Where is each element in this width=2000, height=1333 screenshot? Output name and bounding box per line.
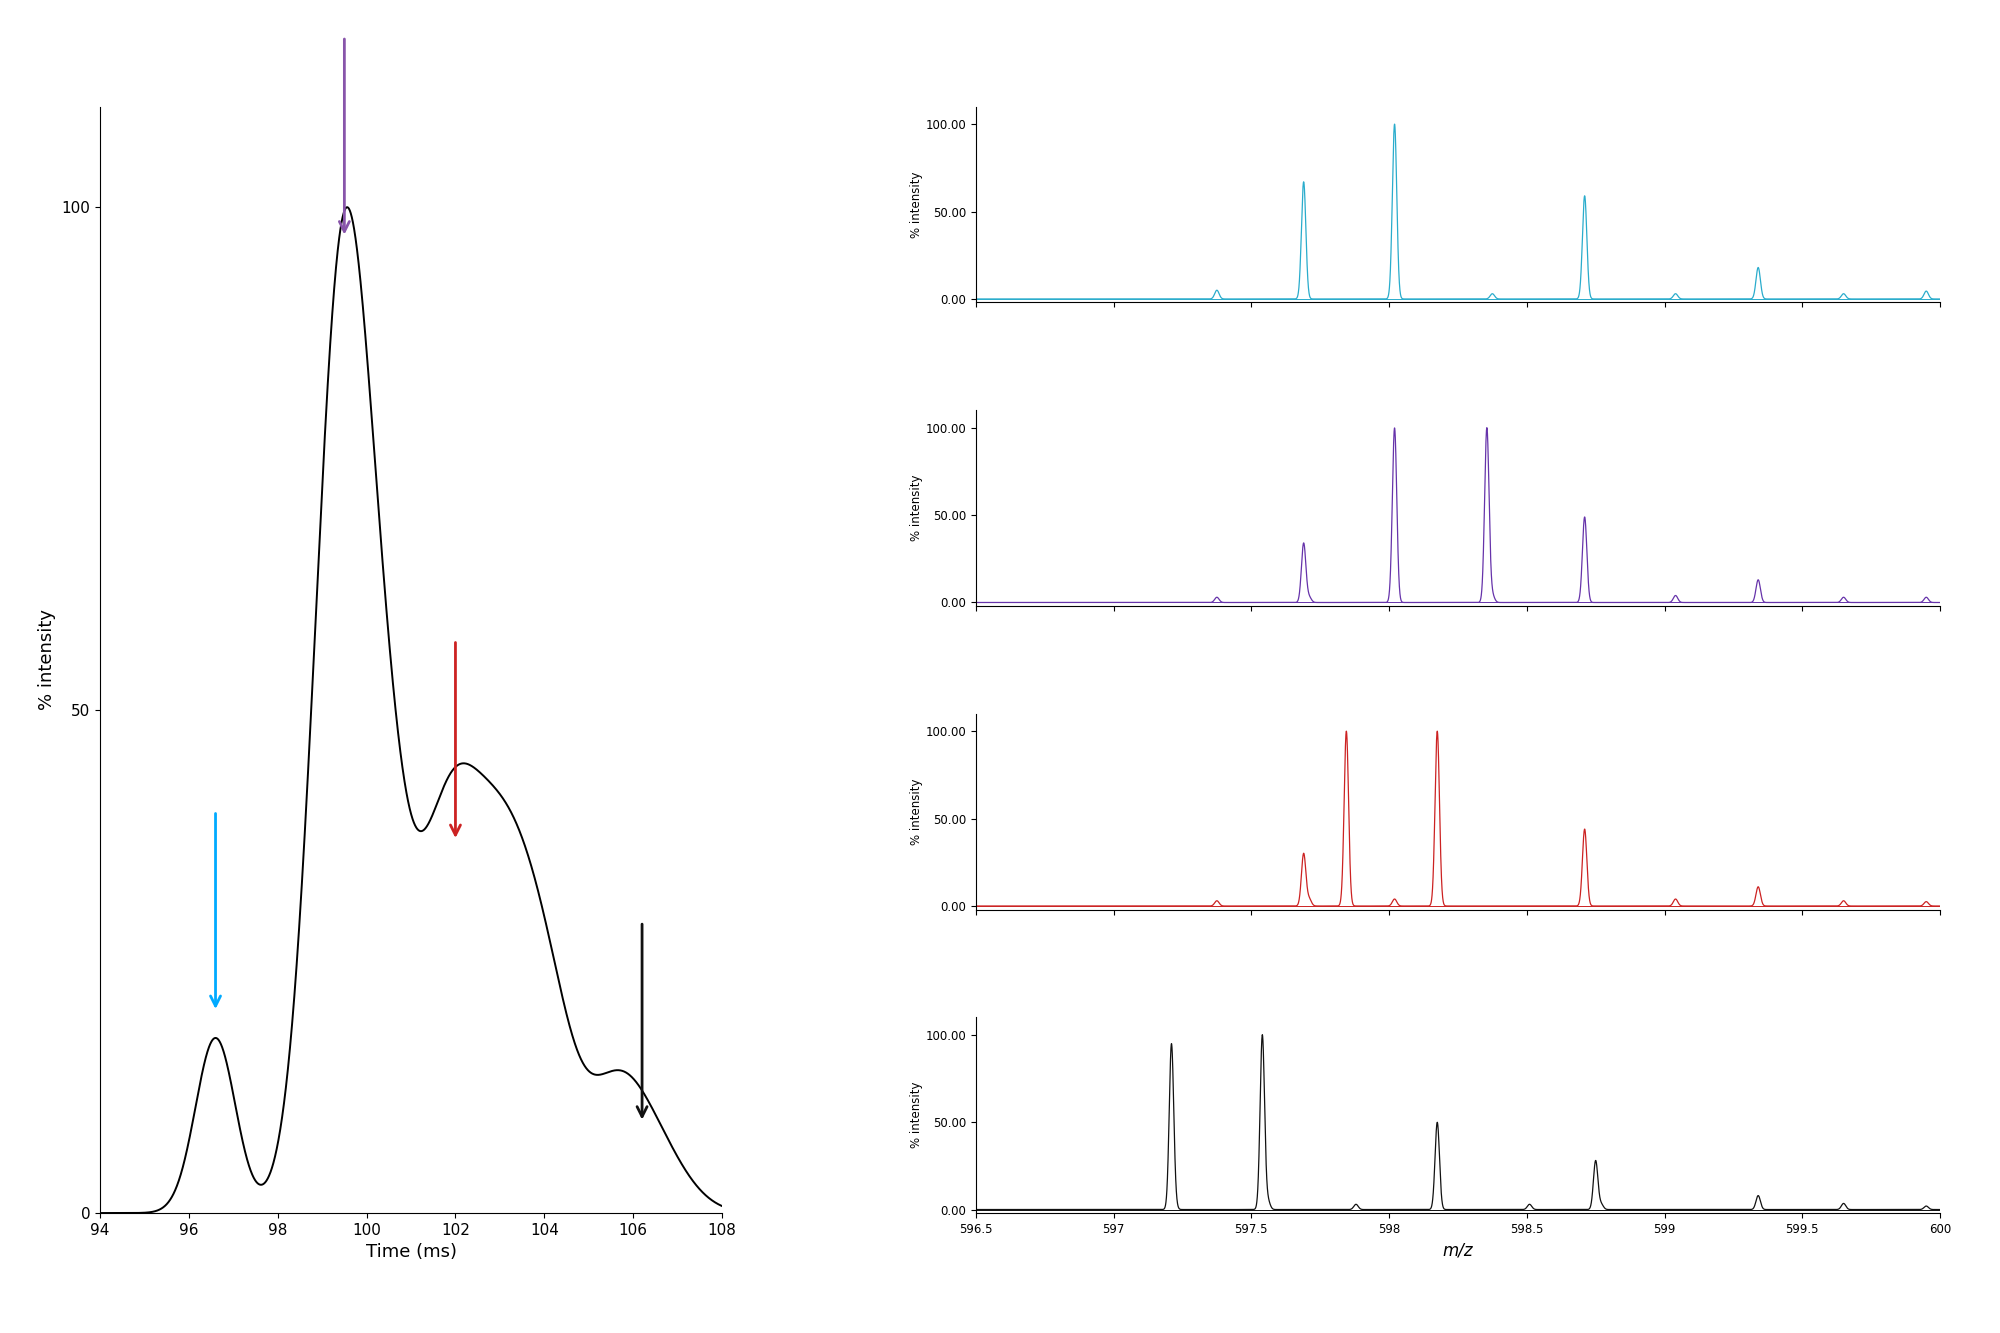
Y-axis label: % intensity: % intensity	[910, 475, 922, 541]
X-axis label: Time (ms): Time (ms)	[366, 1244, 456, 1261]
Y-axis label: % intensity: % intensity	[38, 609, 56, 710]
Y-axis label: % intensity: % intensity	[910, 172, 922, 237]
Y-axis label: % intensity: % intensity	[910, 778, 922, 845]
Y-axis label: % intensity: % intensity	[910, 1082, 922, 1148]
X-axis label: m/z: m/z	[1442, 1241, 1474, 1260]
